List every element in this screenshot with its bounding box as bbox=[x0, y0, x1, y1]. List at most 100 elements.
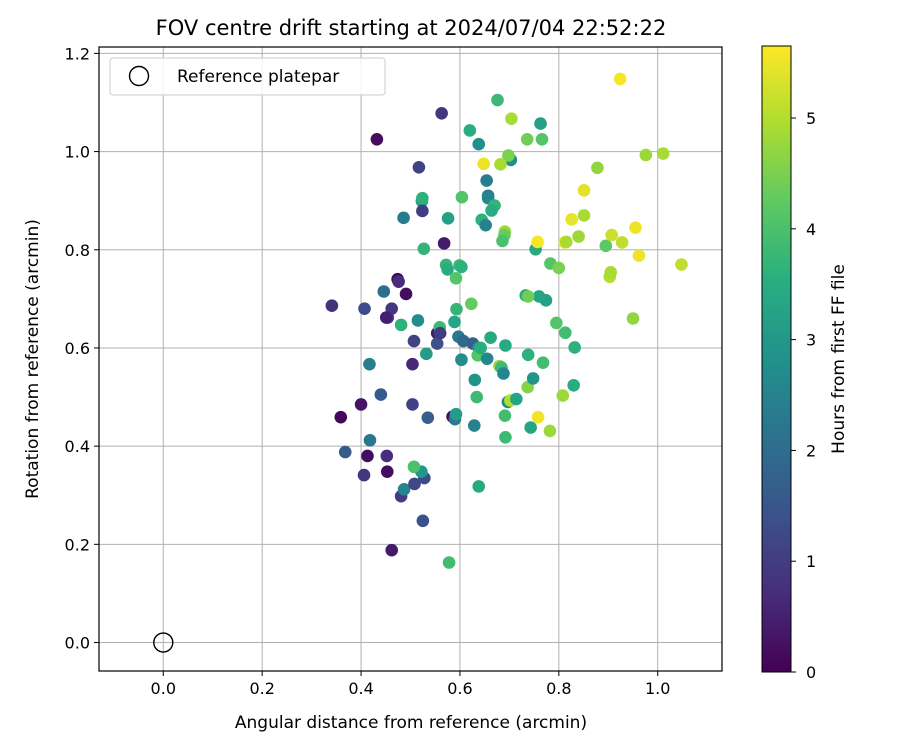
data-point bbox=[399, 287, 413, 301]
data-point bbox=[484, 331, 497, 344]
data-point bbox=[397, 483, 411, 496]
data-point bbox=[477, 157, 490, 171]
data-point bbox=[556, 389, 570, 402]
data-point bbox=[567, 378, 580, 392]
data-point bbox=[407, 460, 421, 474]
data-point bbox=[498, 409, 512, 423]
data-point bbox=[441, 212, 455, 225]
data-point bbox=[449, 271, 463, 285]
legend-frame bbox=[109, 57, 386, 96]
data-point bbox=[480, 174, 493, 187]
x-tick-label: 1.0 bbox=[645, 679, 670, 698]
data-point bbox=[494, 158, 507, 171]
data-point bbox=[536, 356, 550, 369]
data-point bbox=[499, 339, 512, 352]
data-point bbox=[448, 315, 461, 329]
data-point bbox=[552, 261, 566, 275]
data-point bbox=[558, 326, 572, 340]
y-axis-label: Rotation from reference (arcmin) bbox=[23, 219, 43, 499]
data-point bbox=[521, 348, 535, 362]
data-point bbox=[559, 235, 573, 249]
data-point bbox=[385, 543, 399, 557]
data-point bbox=[572, 230, 585, 243]
data-point bbox=[520, 132, 534, 146]
data-point bbox=[338, 445, 352, 459]
data-point bbox=[463, 124, 477, 137]
x-tick-label: 0.8 bbox=[546, 679, 571, 698]
data-point bbox=[430, 337, 444, 350]
x-tick-label: 0.2 bbox=[249, 679, 274, 698]
x-tick-label: 0.0 bbox=[151, 679, 176, 698]
data-point bbox=[535, 132, 549, 146]
data-point bbox=[531, 235, 544, 249]
data-point bbox=[505, 112, 518, 125]
data-point bbox=[510, 392, 523, 406]
data-point bbox=[521, 290, 535, 303]
data-point bbox=[411, 314, 425, 327]
colorbar-tick-label: 4 bbox=[806, 220, 816, 239]
data-point bbox=[379, 311, 393, 324]
data-point bbox=[491, 93, 504, 107]
data-point bbox=[455, 260, 468, 274]
data-point bbox=[480, 352, 494, 366]
data-point bbox=[416, 191, 429, 205]
data-point bbox=[361, 449, 374, 463]
data-point bbox=[656, 147, 670, 160]
data-point bbox=[412, 160, 426, 174]
y-axis-ticks: 0.0 0.2 0.4 0.6 0.8 1.0 1.2 bbox=[65, 44, 99, 653]
data-point bbox=[407, 334, 421, 348]
data-point bbox=[363, 433, 377, 447]
colorbar: 0 1 2 3 4 5 Hours from first FF file bbox=[761, 45, 849, 682]
data-point bbox=[604, 266, 618, 279]
data-point bbox=[449, 407, 463, 421]
data-point bbox=[377, 285, 391, 298]
data-point bbox=[416, 514, 430, 528]
y-tick-label: 0.8 bbox=[65, 241, 90, 260]
legend-label: Reference platepar bbox=[177, 67, 339, 87]
data-point bbox=[442, 556, 456, 569]
data-point bbox=[526, 372, 540, 385]
data-point bbox=[358, 302, 371, 315]
data-point bbox=[629, 221, 642, 234]
data-point bbox=[479, 218, 492, 232]
data-point bbox=[531, 410, 545, 424]
data-point bbox=[502, 149, 515, 162]
data-point bbox=[524, 421, 537, 434]
data-point bbox=[468, 373, 482, 387]
data-point bbox=[450, 302, 463, 316]
data-point bbox=[485, 204, 498, 217]
data-point bbox=[599, 239, 613, 253]
y-tick-label: 0.2 bbox=[65, 535, 90, 554]
colorbar-ticks: 0 1 2 3 4 5 bbox=[791, 109, 816, 682]
data-point bbox=[474, 341, 488, 355]
data-point bbox=[470, 390, 484, 404]
data-point bbox=[416, 204, 429, 218]
data-point bbox=[626, 312, 640, 325]
x-axis-ticks: 0.0 0.2 0.4 0.6 0.8 1.0 bbox=[151, 671, 670, 698]
data-point bbox=[472, 480, 486, 493]
colorbar-tick-label: 0 bbox=[806, 663, 816, 682]
reference-platepar-point bbox=[153, 632, 174, 653]
data-point bbox=[577, 184, 591, 197]
data-point bbox=[577, 209, 591, 222]
data-point bbox=[408, 477, 421, 491]
data-point bbox=[380, 465, 394, 478]
data-point bbox=[472, 137, 486, 151]
plot-frame bbox=[98, 46, 723, 672]
data-point bbox=[675, 258, 688, 271]
data-point bbox=[534, 117, 547, 130]
data-point bbox=[543, 424, 557, 438]
data-point bbox=[435, 106, 448, 120]
data-point bbox=[639, 148, 653, 162]
data-point bbox=[392, 275, 405, 288]
data-point bbox=[406, 398, 419, 411]
data-point bbox=[497, 367, 510, 380]
colorbar-tick-label: 2 bbox=[806, 441, 816, 460]
data-points bbox=[325, 72, 688, 569]
data-point bbox=[363, 357, 376, 371]
data-point bbox=[380, 449, 394, 463]
colorbar-tick-label: 1 bbox=[806, 552, 816, 571]
colorbar-label: Hours from first FF file bbox=[829, 264, 849, 454]
